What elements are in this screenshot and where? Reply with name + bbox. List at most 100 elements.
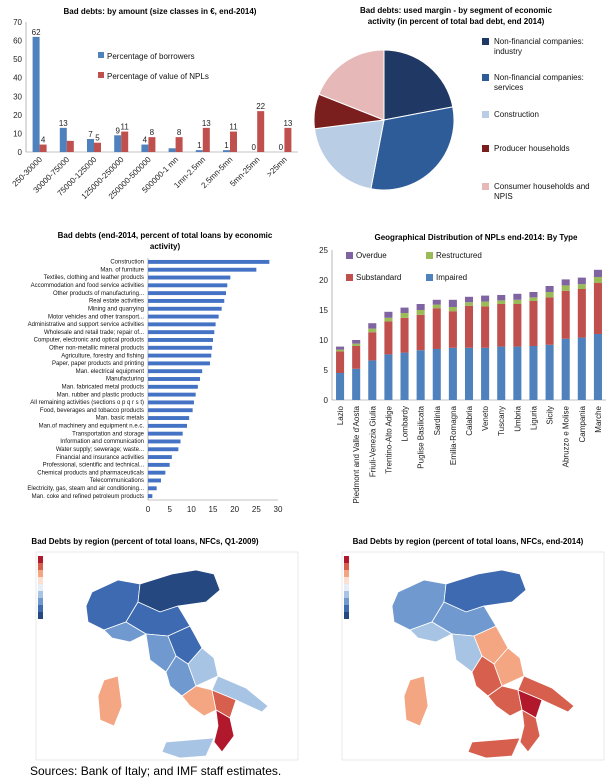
bar-segment <box>352 368 361 400</box>
bar-segment <box>400 313 409 318</box>
bar <box>257 111 265 152</box>
chart-segment-pie: Bad debts: used margin - by segment of e… <box>313 6 590 201</box>
y-tick-label: Transportation and storage <box>72 431 144 437</box>
bar-segment <box>497 300 506 304</box>
italy-shape-2009 <box>85 569 269 759</box>
map-2009: Bad Debts by region (percent of total lo… <box>31 537 299 761</box>
bar <box>148 330 215 335</box>
region-sicily <box>161 737 215 759</box>
bar-segment <box>416 314 425 351</box>
bar <box>148 462 170 467</box>
bar <box>148 423 187 428</box>
bar <box>39 144 47 152</box>
bar-segment <box>368 328 377 333</box>
y-tick-label: Construction <box>110 260 144 266</box>
bar-segment <box>464 296 474 303</box>
y-tick-label: Water supply; sewerage; waste... <box>56 447 144 453</box>
data-label: 13 <box>283 119 292 128</box>
bar-segment <box>432 304 441 309</box>
bar-segment <box>368 323 377 329</box>
region-abruzzo <box>493 647 525 687</box>
legend-label: Non-financial companies: services <box>494 73 584 92</box>
x-tick-label: Calabria <box>465 405 474 435</box>
bar-segment <box>481 306 490 348</box>
bar <box>195 150 203 152</box>
chart-activity-title-line1: Bad debts (end-2014, percent of total lo… <box>58 231 273 240</box>
bar-segment <box>352 346 361 369</box>
y-tick-label: 5 <box>324 366 329 375</box>
chart-activity-title-line2: activity) <box>150 242 181 251</box>
region-sardinia <box>403 675 429 727</box>
bar-segment <box>448 307 457 312</box>
y-tick-label: Agriculture, forestry and fishing <box>61 353 144 359</box>
bar <box>168 148 176 152</box>
legend-swatch <box>426 252 433 259</box>
x-tick-label: Sicily <box>546 406 555 425</box>
bar-segment <box>368 332 377 361</box>
bar-segment <box>561 338 570 400</box>
legend-swatch <box>482 38 489 45</box>
x-tick-label: 30 <box>274 505 283 514</box>
bar <box>148 447 179 452</box>
y-tick-label: Financial and insurance activities <box>56 455 144 461</box>
bar-segment <box>416 304 425 310</box>
data-label: 0 <box>279 143 284 152</box>
map-2009-title: Bad Debts by region (percent of total lo… <box>31 537 258 546</box>
bar-segment <box>497 304 506 347</box>
bar <box>32 36 40 152</box>
bar <box>121 131 129 152</box>
chart-segment-title-line1: Bad debts: used margin - by segment of e… <box>360 6 553 15</box>
bar-segment <box>545 297 554 345</box>
data-label: 22 <box>256 102 265 111</box>
map-2014: Bad Debts by region (percent of total lo… <box>341 537 605 761</box>
region-calabria <box>213 709 235 753</box>
pie-slice <box>383 49 454 121</box>
legend-swatch-npl-value <box>98 72 104 78</box>
y-tick-label: 30 <box>13 92 22 101</box>
source-note: Sources: Bank of Italy; and IMF staff es… <box>30 764 282 778</box>
bar-segment <box>352 340 361 344</box>
bar <box>148 345 213 350</box>
bar-segment <box>384 321 393 355</box>
bar <box>148 306 222 311</box>
chart-geo-title: Geographical Distribution of NPLs end-20… <box>375 233 579 242</box>
y-tick-label: Man. of furniture <box>100 267 144 273</box>
bar-segment <box>448 299 457 307</box>
bar <box>148 137 156 152</box>
y-tick-label: Telecommunications <box>90 478 144 484</box>
bar-segment <box>432 308 441 349</box>
y-tick-label: Food, beverages and tobacco products <box>40 408 144 414</box>
chart-amount-title: Bad debts: by amount (size classes in €,… <box>64 7 257 16</box>
y-tick-label: Man. electrical equipment <box>76 369 145 375</box>
y-tick-label: All remaining activities (sections o p q… <box>30 400 144 406</box>
bar-segment <box>368 360 377 400</box>
y-tick-label: Textiles, clothing and leather products <box>44 275 144 281</box>
x-tick-label: Liguria <box>529 405 538 430</box>
x-tick-label: Emilia-Romagna <box>449 405 458 465</box>
bar <box>148 275 231 280</box>
y-tick-label: 10 <box>319 336 328 345</box>
bar <box>148 314 219 319</box>
data-label: 4 <box>41 136 46 145</box>
legend-swatch <box>482 145 489 152</box>
y-tick-label: Mining and quarrying <box>88 306 144 312</box>
bar <box>148 267 257 272</box>
data-label: 5 <box>95 134 100 143</box>
x-tick-label: Abruzzo e Molise <box>562 405 571 467</box>
pie-slice <box>370 106 455 191</box>
bar-segment <box>497 295 506 301</box>
x-tick-label: Umbria <box>513 405 522 431</box>
x-tick-label: Trentino-Alto Adige <box>384 405 393 473</box>
y-tick-label: Man. coke and refined petroleum products <box>32 494 144 500</box>
region-sicily <box>467 737 521 759</box>
bar-segment <box>432 299 441 305</box>
bar <box>148 408 193 413</box>
y-tick-label: Administrative and support service activ… <box>28 322 144 328</box>
y-tick-label: Man. fabricated metal products <box>62 385 144 391</box>
y-tick-label: 20 <box>13 111 22 120</box>
bar <box>148 431 183 436</box>
bar <box>230 131 237 152</box>
pie-slice <box>313 119 385 190</box>
bar <box>148 353 212 358</box>
legend-label: Overdue <box>356 251 387 260</box>
